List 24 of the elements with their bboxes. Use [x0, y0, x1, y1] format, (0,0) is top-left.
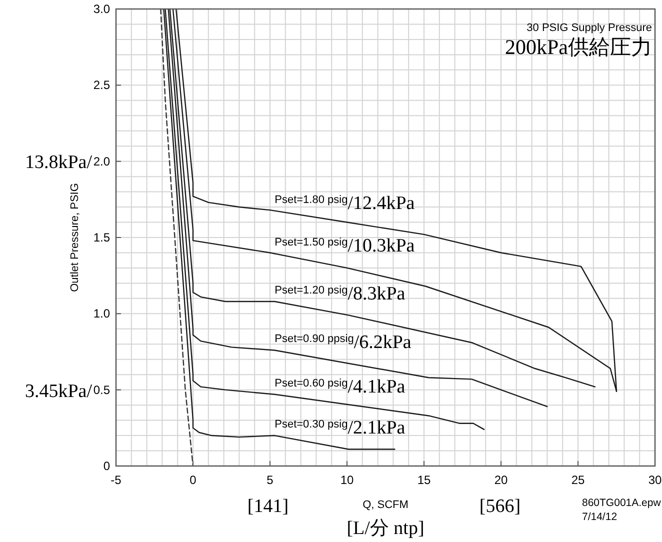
y-tick-label: 0.5	[93, 382, 110, 397]
y-tick-label: 2.5	[93, 78, 110, 92]
text: 860TG001A.epw 7/14/12	[582, 497, 662, 523]
y-tick-label: 0	[103, 459, 110, 473]
x-tick-label: 15	[417, 473, 431, 487]
x-tick-label: 10	[340, 473, 354, 487]
text: 3.45kPa/	[24, 381, 93, 402]
text: 13.8kPa/	[24, 152, 93, 173]
x-tick-label: -5	[110, 473, 122, 487]
y-tick-label: 1.0	[93, 306, 110, 321]
y-tick-label: 1.5	[93, 230, 110, 244]
x-tick-label: 20	[494, 473, 508, 487]
text: 200kPa供給圧力	[505, 35, 652, 59]
x-tick-label: 25	[571, 473, 585, 487]
x-tick-label: 30	[648, 473, 662, 487]
text: [141]	[247, 496, 289, 517]
y-tick-label: 2.0	[93, 154, 110, 168]
y-tick-label: 3.0	[93, 2, 110, 16]
x-axis-title: Q, SCFM [L/分 ntp]	[346, 499, 424, 539]
x-tick-label: 0	[190, 473, 197, 487]
x-tick-label: 5	[266, 473, 274, 487]
text: 30 PSIG Supply Pressure	[526, 22, 652, 34]
text: [566]	[479, 496, 521, 517]
y-axis-title: Outlet Pressure, PSIG	[69, 183, 81, 292]
